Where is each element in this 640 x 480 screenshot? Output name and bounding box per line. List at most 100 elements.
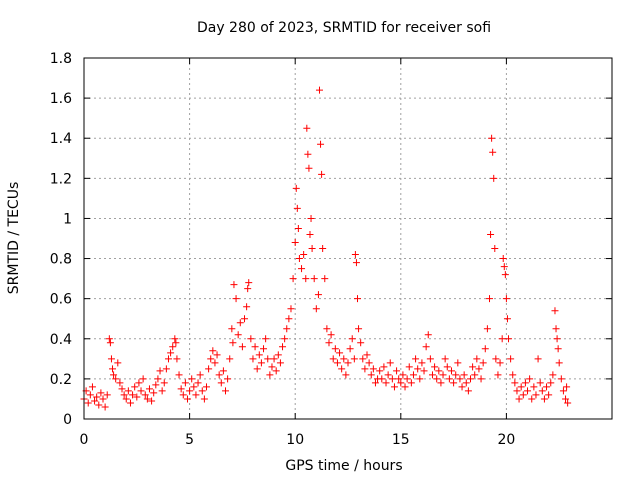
data-point	[562, 395, 570, 403]
data-point	[200, 395, 208, 403]
tick-layer: 0 0.2 0.4 0.6 0.8 1 1.2 1.4 1.6 1.8 0 5 10 15 20	[50, 51, 612, 448]
data-point	[99, 395, 107, 403]
data-point	[177, 385, 185, 393]
data-point	[234, 331, 242, 339]
data-point	[298, 265, 306, 273]
data-point	[534, 355, 542, 363]
data-point	[209, 347, 217, 355]
data-point	[490, 174, 498, 182]
data-point	[251, 343, 259, 351]
data-point	[289, 275, 297, 283]
data-point	[300, 251, 308, 259]
data-point	[110, 371, 118, 379]
data-point	[207, 355, 215, 363]
data-point	[112, 375, 120, 383]
data-point	[342, 371, 350, 379]
data-point	[552, 325, 560, 333]
data-point	[526, 375, 534, 383]
data-point	[294, 224, 302, 232]
data-point	[503, 315, 511, 323]
data-point	[295, 255, 303, 263]
data-point	[196, 371, 204, 379]
data-point	[129, 391, 137, 399]
data-point	[431, 363, 439, 371]
data-point	[154, 375, 162, 383]
data-point	[188, 375, 196, 383]
y-tick-label: 1	[63, 211, 72, 227]
data-point	[559, 387, 567, 395]
data-point	[456, 375, 464, 383]
chart-title: Day 280 of 2023, SRMTID for receiver sof…	[197, 20, 491, 36]
data-point	[120, 391, 128, 399]
data-point	[262, 335, 270, 343]
data-point	[445, 375, 453, 383]
y-tick-label: 0	[63, 412, 72, 428]
data-point	[291, 239, 299, 247]
data-point	[124, 387, 132, 395]
data-point	[319, 245, 327, 253]
data-point	[500, 263, 508, 271]
data-point	[563, 383, 571, 391]
data-point	[388, 375, 396, 383]
data-point	[399, 371, 407, 379]
data-point	[376, 367, 384, 375]
data-point	[357, 339, 365, 347]
data-point	[420, 367, 428, 375]
data-point	[460, 371, 468, 379]
data-point	[264, 355, 272, 363]
data-point	[141, 391, 149, 399]
data-point	[507, 355, 515, 363]
data-point	[281, 335, 289, 343]
x-axis-title: GPS time / hours	[285, 458, 402, 474]
data-point	[229, 339, 237, 347]
data-point	[426, 355, 434, 363]
data-point	[350, 355, 358, 363]
y-tick-label: 1.4	[50, 131, 72, 147]
data-point	[401, 383, 409, 391]
data-point	[371, 379, 379, 387]
data-point	[346, 345, 354, 353]
data-point	[469, 363, 477, 371]
data-point	[498, 335, 506, 343]
data-point	[107, 355, 115, 363]
data-point	[489, 148, 497, 156]
data-point	[517, 383, 525, 391]
data-point	[91, 397, 99, 405]
data-point	[194, 379, 202, 387]
data-point	[198, 387, 206, 395]
data-point	[367, 371, 375, 379]
data-point	[215, 371, 223, 379]
data-point	[390, 383, 398, 391]
data-point	[103, 391, 111, 399]
data-point	[488, 134, 496, 142]
data-point	[148, 397, 156, 405]
data-point	[230, 281, 238, 289]
data-point	[171, 335, 179, 343]
data-point	[84, 399, 92, 407]
data-point	[160, 379, 168, 387]
data-point	[131, 383, 139, 391]
data-point	[279, 343, 287, 351]
data-point	[382, 379, 390, 387]
data-point	[378, 375, 386, 383]
data-point	[418, 359, 426, 367]
data-point	[122, 395, 130, 403]
data-point	[314, 291, 322, 299]
data-point	[241, 315, 249, 323]
data-point	[464, 387, 472, 395]
data-point	[158, 387, 166, 395]
data-point	[543, 383, 551, 391]
data-point	[172, 339, 180, 347]
data-point	[306, 230, 314, 238]
data-point	[499, 255, 507, 263]
data-point	[317, 140, 325, 148]
data-point	[501, 271, 509, 279]
data-point	[175, 371, 183, 379]
data-point	[532, 391, 540, 399]
data-point	[348, 335, 356, 343]
data-point	[101, 403, 109, 411]
y-tick-label: 1.6	[50, 91, 72, 107]
data-point	[340, 355, 348, 363]
data-point	[173, 355, 181, 363]
